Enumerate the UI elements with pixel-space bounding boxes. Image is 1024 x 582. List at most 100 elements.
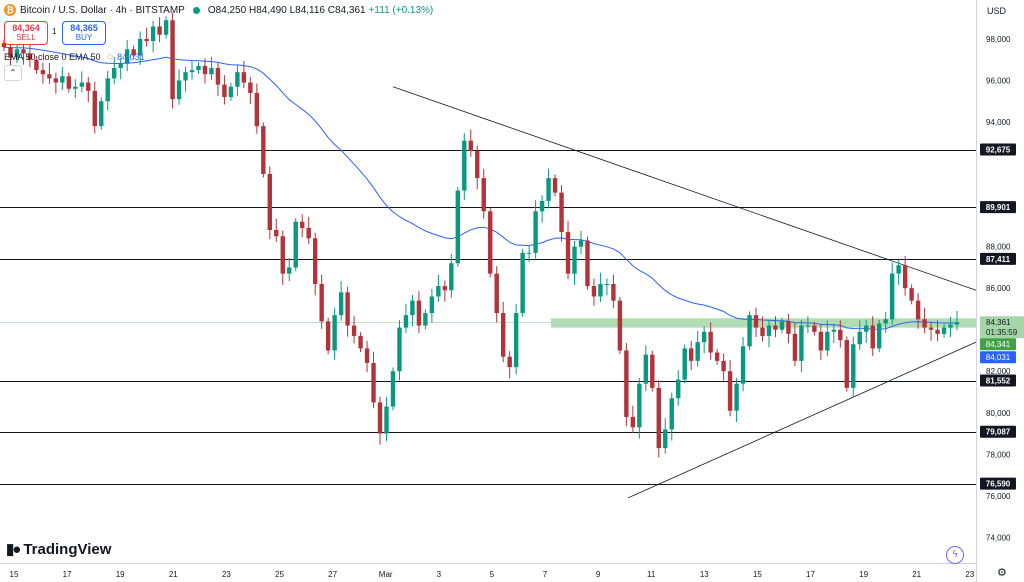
candle-body xyxy=(319,284,324,322)
indicator-legend[interactable]: EMA 50 close 0 EMA 50 ◌ 84,031 xyxy=(4,51,145,63)
ema-50-line xyxy=(3,46,957,330)
ascending-trendline xyxy=(627,341,977,499)
candle-body xyxy=(261,126,266,174)
candle-body xyxy=(747,315,752,347)
level-tag-label: 79,087 xyxy=(986,428,1011,437)
price-tick-label: 76,000 xyxy=(986,492,1011,501)
lightning-icon[interactable]: ϟ xyxy=(946,546,964,564)
candle-body xyxy=(604,284,610,286)
candle-body xyxy=(345,292,350,326)
time-tick-label: 9 xyxy=(596,570,601,579)
time-tick-label: 11 xyxy=(647,570,656,579)
candle-body xyxy=(390,371,396,407)
candle-body xyxy=(682,348,687,380)
candle-body xyxy=(267,173,273,231)
candle-body xyxy=(864,325,869,332)
candle-body xyxy=(254,92,260,127)
candle-body xyxy=(734,383,739,411)
candle-body xyxy=(630,416,636,428)
candle-body xyxy=(695,342,700,361)
candle-body xyxy=(21,49,26,54)
price-tick-label: 82,000 xyxy=(986,367,1011,376)
candle-body xyxy=(416,300,422,326)
candle-body xyxy=(475,151,480,179)
candle-body xyxy=(954,322,960,325)
sell-label: SELL xyxy=(16,33,36,42)
time-tick-label: 21 xyxy=(169,570,178,579)
candle-body xyxy=(857,331,862,345)
candle-body xyxy=(79,82,84,87)
candle-body xyxy=(773,325,778,330)
candle-body xyxy=(338,292,344,316)
candle-body xyxy=(462,140,467,191)
candle-body xyxy=(708,331,713,353)
candle-body xyxy=(293,221,298,268)
currency-label[interactable]: USD xyxy=(987,6,1007,16)
candle-body xyxy=(883,319,888,324)
buy-button[interactable]: 84,365 BUY xyxy=(62,21,106,45)
level-tag xyxy=(980,374,1016,387)
time-tick-label: 17 xyxy=(63,570,72,579)
time-tick-label: 27 xyxy=(328,570,337,579)
collapse-chevron-icon[interactable]: ⌃ xyxy=(4,65,22,81)
price-tick-label: 78,000 xyxy=(986,450,1011,459)
candle-body xyxy=(740,346,746,384)
candle-body xyxy=(73,86,78,89)
candle-body xyxy=(818,331,824,351)
candle-body xyxy=(403,315,409,328)
candle-body xyxy=(948,324,953,328)
candle-body xyxy=(131,49,136,56)
time-tick-label: 15 xyxy=(10,570,19,579)
candle-body xyxy=(909,288,914,301)
price-tick-label: 98,000 xyxy=(986,35,1011,44)
tradingview-logo[interactable]: ▮● TradingView xyxy=(6,540,111,559)
time-tick-label: 13 xyxy=(700,570,709,579)
candle-body xyxy=(896,265,901,274)
buy-price: 84,365 xyxy=(70,23,98,33)
symbol-title[interactable]: Bitcoin / U.S. Dollar · 4h · BITSTAMP xyxy=(20,4,185,16)
candle-body xyxy=(507,356,512,368)
price-tick-label: 88,000 xyxy=(986,243,1011,252)
candle-body xyxy=(831,329,837,332)
candle-body xyxy=(753,315,759,328)
market-status-icon xyxy=(192,6,200,14)
last-price-tag xyxy=(980,316,1024,339)
sell-button[interactable]: 84,364 SELL xyxy=(4,21,48,45)
level-tag-label: 87,411 xyxy=(986,255,1011,264)
candle-body xyxy=(877,323,882,349)
candle-body xyxy=(358,335,363,349)
settings-gear-icon[interactable]: ⚙ xyxy=(997,567,1007,579)
candle-body xyxy=(786,321,791,334)
time-tick-label: 17 xyxy=(806,570,815,579)
candle-body xyxy=(721,360,726,372)
candle-body xyxy=(676,379,681,399)
candle-body xyxy=(915,300,921,320)
candle-body xyxy=(215,67,221,85)
candle-body xyxy=(572,246,577,274)
tradingview-mark-icon: ▮● xyxy=(6,541,21,558)
time-tick-label: 21 xyxy=(912,570,921,579)
time-tick-label: 5 xyxy=(490,570,495,579)
candle-body xyxy=(150,26,156,41)
candle-body xyxy=(423,313,428,326)
level-tag-label: 92,675 xyxy=(986,146,1011,155)
candle-body xyxy=(105,78,110,102)
candle-body xyxy=(384,406,389,434)
candle-body xyxy=(941,327,947,334)
candle-body xyxy=(112,67,117,79)
candle-body xyxy=(47,74,52,79)
level-tag xyxy=(980,425,1016,438)
candle-body xyxy=(325,321,331,351)
candle-body xyxy=(663,429,668,449)
candle-body xyxy=(312,238,318,285)
level-tag-label: 76,590 xyxy=(986,480,1011,489)
candle-body xyxy=(935,329,940,334)
sell-price: 84,364 xyxy=(12,23,40,33)
candle-body xyxy=(332,315,337,351)
price-tick-label: 94,000 xyxy=(986,118,1011,127)
candle-body xyxy=(617,300,623,351)
candle-body xyxy=(500,313,506,357)
candle-body xyxy=(8,47,13,58)
